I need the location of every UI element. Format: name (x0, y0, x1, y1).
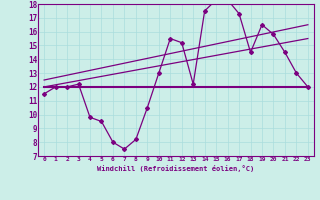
X-axis label: Windchill (Refroidissement éolien,°C): Windchill (Refroidissement éolien,°C) (97, 165, 255, 172)
